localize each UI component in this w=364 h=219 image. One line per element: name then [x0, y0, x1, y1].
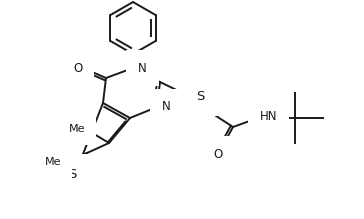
Text: Me: Me: [69, 124, 85, 134]
Text: N: N: [162, 101, 171, 113]
Text: N: N: [138, 62, 147, 74]
Text: Me: Me: [45, 157, 61, 167]
Text: S: S: [68, 168, 76, 180]
Text: O: O: [213, 148, 223, 161]
Text: O: O: [74, 62, 83, 74]
Text: S: S: [196, 90, 204, 102]
Text: HN: HN: [260, 110, 277, 122]
